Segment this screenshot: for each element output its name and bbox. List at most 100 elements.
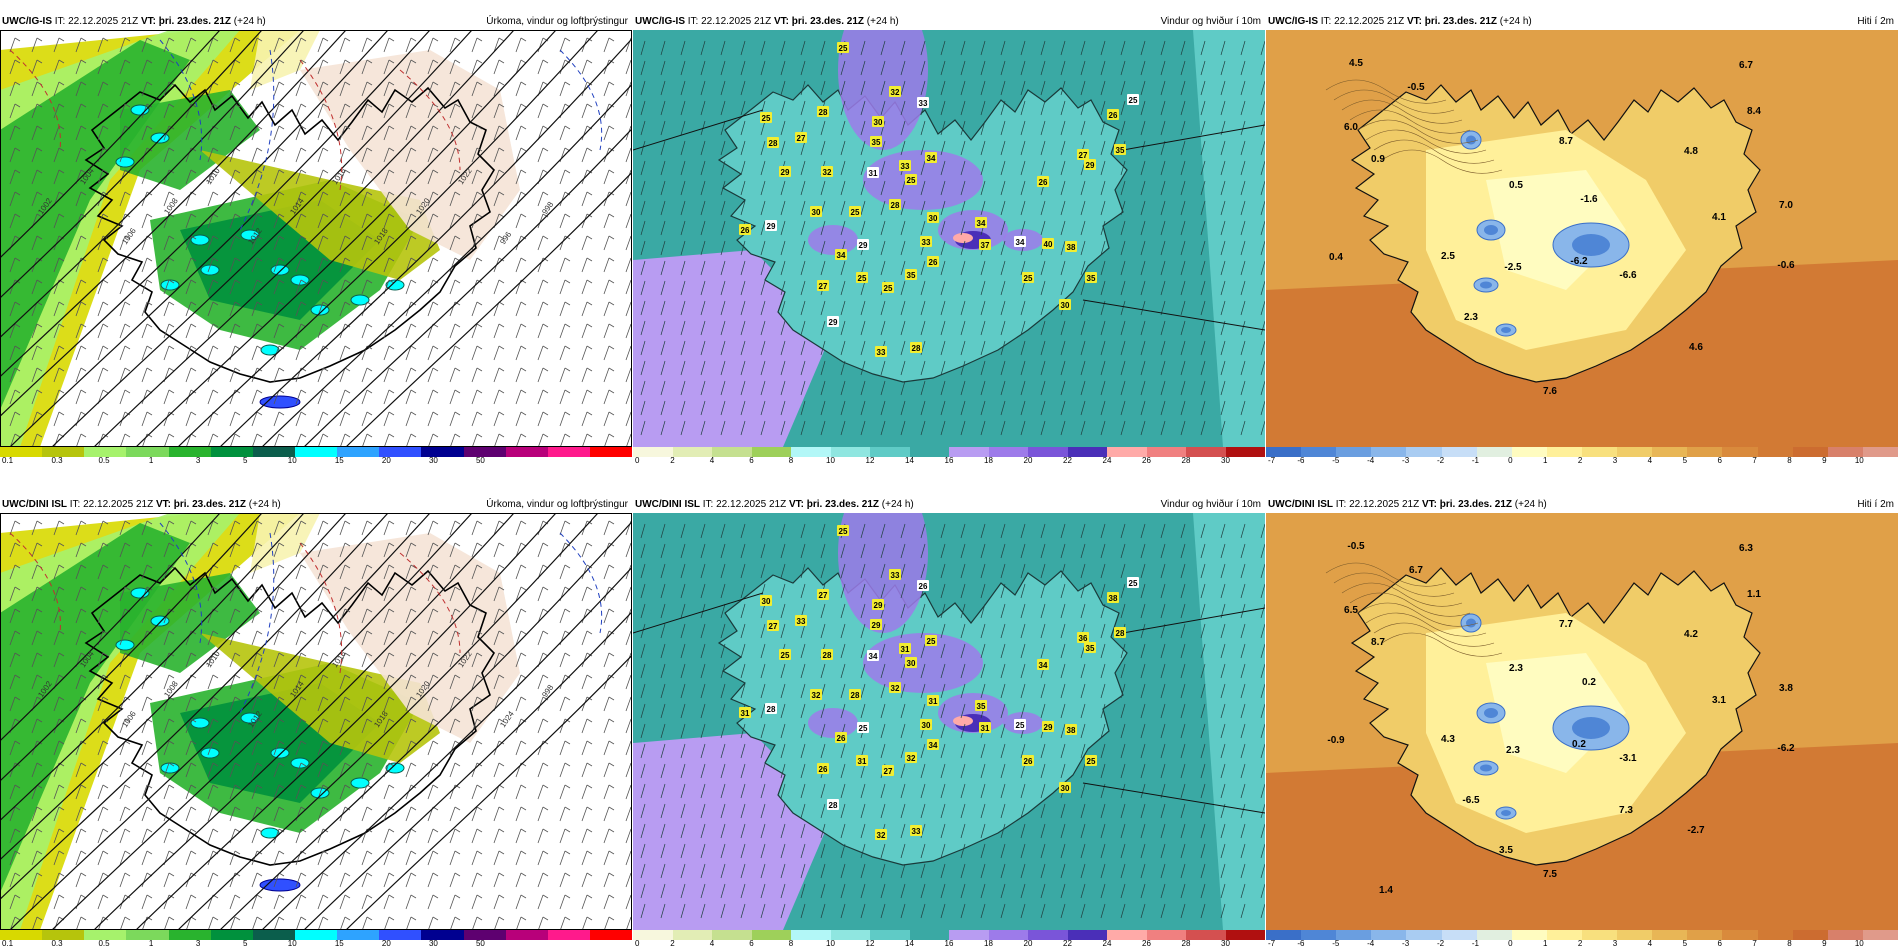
wind-arrow	[1080, 320, 1086, 336]
wind-arrow	[660, 783, 666, 799]
wind-arrow	[740, 200, 746, 216]
wind-arrow	[900, 763, 906, 779]
isobar	[51, 30, 473, 447]
wind-arrow	[980, 603, 986, 619]
wind-arrow	[660, 763, 666, 779]
wind-barb	[119, 125, 126, 141]
wind-barb	[185, 762, 192, 778]
wind-barb	[361, 784, 368, 800]
wind-barb	[427, 103, 434, 119]
wind-arrow	[1160, 100, 1166, 116]
wind-arrow	[960, 623, 966, 639]
colorbar-swatch	[1862, 930, 1898, 940]
wind-barb	[361, 323, 368, 339]
wind-barb	[31, 103, 38, 119]
wind-arrow	[800, 420, 806, 436]
wind-arrow	[1040, 60, 1046, 76]
wind-arrow	[1020, 823, 1026, 839]
wind-arrow	[1140, 623, 1146, 639]
wind-barb	[295, 916, 302, 930]
colorbar-tick-label: -3	[1402, 456, 1410, 465]
wind-barb	[537, 147, 544, 163]
wind-arrow	[1140, 903, 1146, 919]
wind-barb	[317, 608, 324, 624]
wind-barb	[295, 257, 302, 273]
wind-barb	[97, 762, 104, 778]
wind-barb	[207, 520, 214, 536]
wind-barb	[581, 872, 588, 888]
wind-arrow	[860, 903, 866, 919]
wind-barb	[317, 169, 324, 185]
wind-arrow	[740, 543, 746, 559]
temperature-contour	[299, 59, 343, 191]
wind-barb	[53, 850, 60, 866]
wind-barb	[581, 806, 588, 822]
wind-barb	[603, 916, 610, 930]
wind-arrow	[860, 400, 866, 416]
wind-barb	[405, 850, 412, 866]
wind-barb	[493, 916, 500, 930]
wind-arrow	[780, 883, 786, 899]
wind-barb	[9, 872, 16, 888]
colorbar-swatch	[1652, 930, 1688, 940]
wind-barb	[273, 411, 280, 427]
wind-arrow	[1020, 200, 1026, 216]
wind-barb	[229, 894, 236, 910]
wind-barb	[295, 696, 302, 712]
wind-barb	[361, 696, 368, 712]
wind-arrow	[960, 803, 966, 819]
temperature-contour	[1341, 99, 1463, 124]
wind-arrow	[860, 200, 866, 216]
wind-arrow	[1180, 260, 1186, 276]
wind-barb	[339, 433, 346, 447]
wind-barb	[339, 279, 346, 295]
colorbar-tick-label: 4	[1647, 939, 1653, 948]
wind-arrow	[1180, 583, 1186, 599]
gust-label: 33	[797, 617, 806, 626]
wind-barb	[625, 257, 632, 273]
wind-barb	[383, 520, 390, 536]
gust-label: 27	[819, 282, 828, 291]
wind-arrow	[860, 823, 866, 839]
wind-arrow	[960, 823, 966, 839]
wind-arrow	[1220, 200, 1226, 216]
wind-barb	[273, 147, 280, 163]
wind-arrow	[1040, 420, 1046, 436]
precip-cell	[115, 156, 135, 168]
gust-box	[837, 42, 849, 53]
wind-barb	[471, 762, 478, 778]
wind-barb	[185, 411, 192, 427]
wind-barb	[75, 718, 82, 734]
wind-arrow	[660, 823, 666, 839]
wind-arrow	[1260, 320, 1265, 336]
wind-arrow	[660, 743, 666, 759]
wind-barb	[119, 916, 126, 930]
colorbar: 0 2 4 6 8 10 12 14 16 18 20 22 24 26 28 30	[633, 447, 1265, 465]
wind-barb	[9, 828, 16, 844]
wind-barb	[229, 718, 236, 734]
wind-barb	[163, 718, 170, 734]
wind-arrow	[1260, 80, 1265, 96]
wind-arrow	[940, 100, 946, 116]
wind-barb	[515, 257, 522, 273]
wind-arrow	[840, 763, 846, 779]
wind-arrow	[980, 903, 986, 919]
wind-arrow	[1260, 543, 1265, 559]
wind-arrow	[740, 140, 746, 156]
wind-arrow	[1040, 603, 1046, 619]
wind-barb	[361, 542, 368, 558]
wind-arrow	[1120, 320, 1126, 336]
wind-arrow	[780, 260, 786, 276]
wind-arrow	[1160, 743, 1166, 759]
gust-label: 25	[1129, 579, 1138, 588]
wind-barb	[251, 696, 258, 712]
wind-arrow	[1120, 863, 1126, 879]
wind-barb	[273, 586, 280, 602]
wind-arrow	[920, 683, 926, 699]
wind-arrow	[1100, 260, 1106, 276]
wind-barb	[427, 433, 434, 447]
wind-barb	[339, 630, 346, 646]
gust-label: 28	[819, 108, 828, 117]
wind-barb	[339, 147, 346, 163]
wind-barb	[603, 784, 610, 800]
